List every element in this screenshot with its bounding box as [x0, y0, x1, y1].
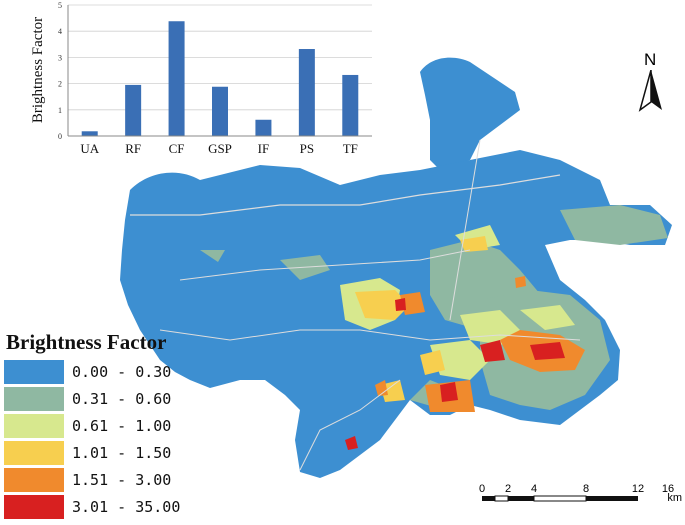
chart-bar-gsp [212, 86, 228, 136]
legend-swatch [4, 495, 64, 519]
legend-item: 1.51 - 3.00 [4, 468, 179, 492]
legend-label: 1.51 - 3.00 [72, 471, 172, 489]
legend-label: 3.01 - 35.00 [72, 498, 181, 516]
chart-x-tick-label: GSP [208, 141, 232, 156]
chart-bars [81, 21, 359, 136]
chart-x-tick-label: IF [258, 141, 270, 156]
legend-swatch [4, 360, 64, 384]
legend-item: 0.00 - 0.30 [4, 360, 179, 384]
brightness-bar-chart: 0 1 2 3 4 5 UA RF CF GSP IF PS TF Brightness Factor [0, 0, 372, 160]
chart-x-tick-label: UA [80, 141, 99, 156]
chart-bar-if [255, 119, 272, 136]
chart-y-tick-label: 3 [58, 53, 62, 62]
chart-bar-rf [125, 84, 142, 136]
legend-item: 0.31 - 0.60 [4, 387, 179, 411]
legend-label: 0.61 - 1.00 [72, 417, 172, 435]
legend-item: 1.01 - 1.50 [4, 441, 179, 465]
legend-swatch [4, 441, 64, 465]
chart-bar-tf [342, 74, 359, 136]
scale-tick-label: 12 [632, 483, 644, 495]
legend-title: Brightness Factor [6, 330, 167, 354]
north-arrow-icon [638, 70, 662, 112]
chart-x-ticks: UA RF CF GSP IF PS TF [80, 141, 358, 156]
scale-bar: 0 2 4 8 12 16 km [479, 483, 682, 504]
chart-y-tick-label: 2 [58, 80, 62, 89]
chart-y-tick-label: 5 [58, 1, 62, 10]
scale-tick-label: 4 [531, 483, 537, 495]
legend-label: 0.31 - 0.60 [72, 390, 172, 408]
chart-y-axis-label: Brightness Factor [30, 17, 46, 123]
chart-y-tick-label: 1 [58, 106, 62, 115]
map-land [120, 57, 672, 478]
scale-unit-label: km [667, 492, 682, 504]
legend-item: 0.61 - 1.00 [4, 414, 179, 438]
chart-bar-ua [81, 131, 98, 136]
legend-label: 0.00 - 0.30 [72, 363, 172, 381]
chart-x-tick-label: CF [169, 141, 185, 156]
scale-tick-label: 8 [583, 483, 589, 495]
chart-x-tick-label: PS [300, 141, 314, 156]
scale-tick-label: 2 [505, 483, 511, 495]
north-label: N [644, 50, 657, 69]
legend-label: 1.01 - 1.50 [72, 444, 172, 462]
legend-swatch [4, 468, 64, 492]
map-legend: Brightness Factor 0.00 - 0.30 0.31 - 0.6… [4, 330, 181, 525]
legend-swatch [4, 387, 64, 411]
chart-x-tick-label: RF [125, 141, 141, 156]
chart-y-tick-label: 0 [58, 132, 62, 141]
chart-x-tick-label: TF [343, 141, 358, 156]
scale-bar-segments [482, 495, 638, 502]
chart-y-ticks: 0 1 2 3 4 5 [58, 1, 62, 141]
legend-swatch [4, 414, 64, 438]
scale-tick-label: 0 [479, 483, 485, 495]
chart-bar-cf [168, 21, 185, 136]
chart-y-tick-label: 4 [58, 27, 62, 36]
legend-item: 3.01 - 35.00 [4, 495, 181, 519]
chart-bar-ps [298, 49, 315, 136]
scale-tick-label: 16 [662, 483, 674, 495]
